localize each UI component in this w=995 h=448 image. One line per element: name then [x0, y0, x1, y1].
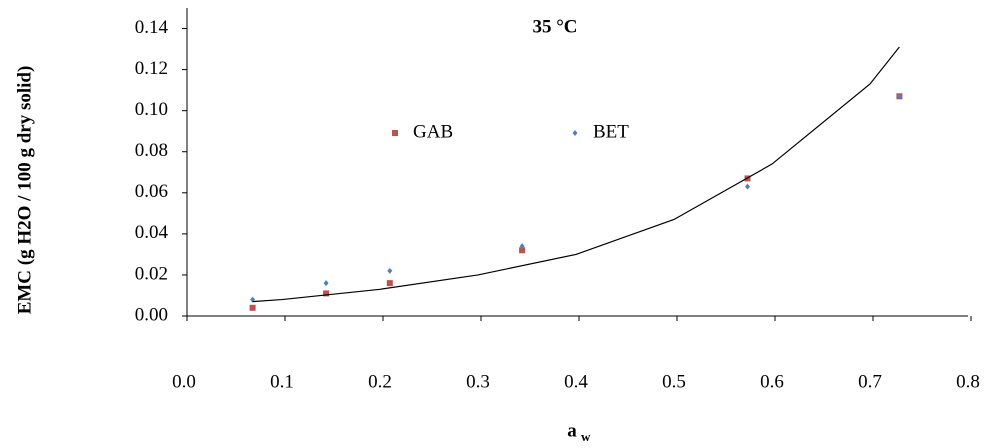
x-tick-label: 0.1: [270, 371, 294, 392]
y-tick-label: 0.10: [135, 99, 168, 120]
x-tick-label: 0.8: [956, 371, 980, 392]
y-tick-label: 0.06: [135, 181, 168, 202]
x-tick-label: 0.3: [466, 371, 490, 392]
chart: 35 °C EMC (g H2O / 100 g dry solid) a w …: [0, 0, 995, 448]
x-axis-label-sub: w: [581, 429, 591, 444]
legend-label: GAB: [413, 121, 453, 142]
x-tick-label: 0.0: [172, 371, 196, 392]
point: [387, 268, 392, 274]
x-tick-label: 0.7: [858, 371, 882, 392]
y-tick-label: 0.04: [135, 222, 169, 243]
point: [745, 184, 750, 190]
legend-marker: [392, 130, 398, 136]
x-tick-label: 0.4: [564, 371, 588, 392]
y-tick-label: 0.12: [135, 58, 168, 79]
point: [387, 280, 393, 286]
y-tick-label: 0.08: [135, 140, 168, 161]
point: [250, 305, 256, 311]
x-tick-label: 0.2: [368, 371, 392, 392]
fit-curve: [253, 47, 900, 302]
legend-label: BET: [593, 121, 629, 142]
legend-marker: [573, 130, 578, 136]
y-tick-label: 0.14: [135, 17, 169, 38]
point: [324, 280, 329, 286]
x-axis-label: a: [567, 420, 577, 441]
y-tick-label: 0.00: [135, 304, 168, 325]
chart-title: 35 °C: [532, 16, 577, 37]
x-tick-label: 0.6: [760, 371, 784, 392]
y-axis-label: EMC (g H2O / 100 g dry solid): [14, 66, 35, 315]
y-tick-label: 0.02: [135, 263, 168, 284]
x-tick-label: 0.5: [662, 371, 686, 392]
